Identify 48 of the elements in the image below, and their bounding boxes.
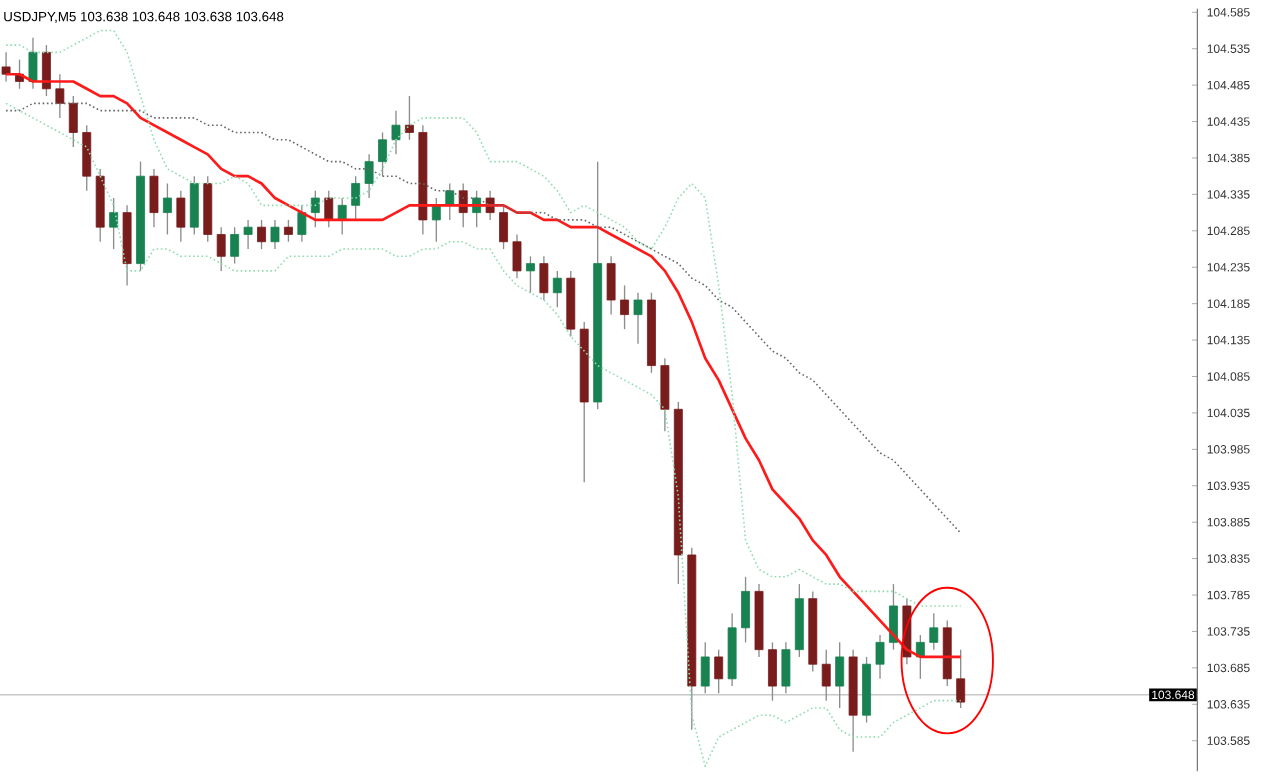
candlestick	[351, 175, 361, 221]
candlestick	[378, 131, 387, 177]
candlestick	[109, 197, 119, 250]
candlestick	[889, 583, 898, 651]
candlestick	[149, 168, 159, 228]
candlestick	[189, 175, 199, 236]
candlestick	[162, 182, 172, 236]
candlestick	[176, 190, 186, 243]
candlestick	[257, 219, 266, 250]
candlestick	[915, 634, 925, 680]
candlestick	[68, 95, 78, 148]
candlestick	[431, 197, 441, 243]
candlestick	[620, 284, 629, 330]
candlestick	[297, 204, 307, 243]
candlestick	[364, 153, 374, 199]
candlestick	[633, 292, 643, 345]
candlestick	[875, 634, 885, 680]
candlestick	[243, 219, 253, 250]
candlestick	[714, 648, 724, 695]
candlestick	[405, 95, 414, 141]
candlestick	[660, 357, 670, 432]
candlestick	[82, 124, 92, 192]
candlestick	[337, 197, 347, 236]
candlestick	[700, 641, 710, 695]
candlestick	[781, 641, 791, 695]
candlestick	[526, 255, 535, 294]
candlestick	[230, 226, 240, 265]
candlestick	[768, 641, 777, 702]
candlestick	[512, 233, 522, 279]
candlestick	[956, 648, 966, 709]
candlestick	[55, 73, 65, 119]
candlestick	[499, 204, 508, 250]
candlestick	[835, 641, 845, 709]
candlestick	[283, 219, 293, 243]
candlestick	[28, 37, 38, 90]
candlestick	[391, 109, 401, 156]
candlestick	[310, 190, 320, 228]
candlestick	[1, 51, 11, 83]
candlestick	[741, 576, 750, 644]
candlestick	[821, 648, 831, 702]
candlestick	[324, 190, 334, 228]
candlestick	[606, 255, 616, 316]
candlestick	[270, 219, 280, 250]
candlestick	[41, 44, 51, 97]
candlestick	[929, 612, 939, 651]
candlestick	[216, 226, 226, 272]
candlestick	[539, 255, 549, 301]
candlestick	[552, 270, 562, 308]
